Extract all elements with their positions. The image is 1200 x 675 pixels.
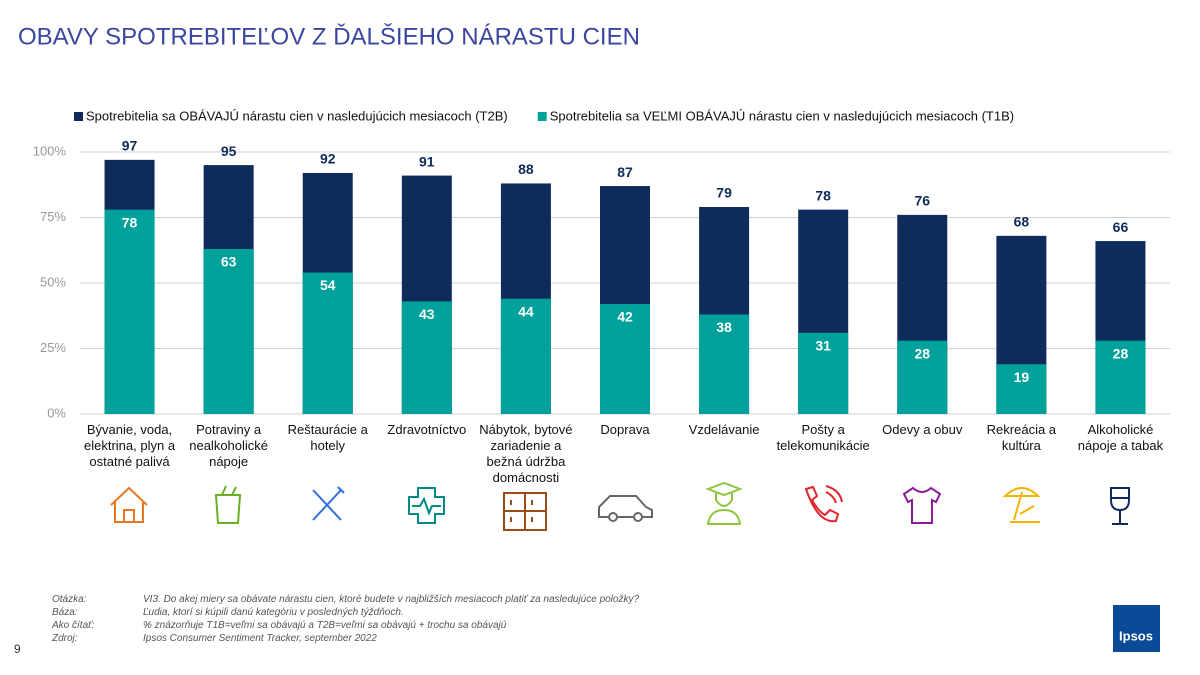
y-tick-label: 100% (33, 143, 67, 158)
icon-health (408, 487, 445, 524)
x-tick-label: Alkoholické nápoje a tabak (1077, 422, 1164, 453)
x-tick-label: Doprava (600, 422, 650, 437)
value-label: 76 (914, 193, 930, 209)
value-label: 91 (419, 153, 435, 169)
value-label: 63 (221, 254, 237, 270)
bar (600, 303, 650, 414)
value-label: 19 (1014, 369, 1030, 385)
icon-car (598, 495, 653, 518)
x-tick-label: Nábytok, bytové zariadenie a bežná údržb… (479, 422, 573, 485)
bar (798, 332, 849, 414)
icon-wine (1110, 487, 1130, 525)
y-tick-label: 0% (47, 405, 66, 420)
footnote-text: VI3. Do akej miery sa obávate nárastu ci… (143, 594, 640, 605)
page-number: 9 (14, 642, 21, 656)
icon-shirt (902, 486, 942, 524)
y-tick-label: 75% (40, 209, 66, 224)
bar (203, 248, 254, 414)
y-tick-label: 25% (40, 340, 66, 355)
x-tick-label: Vzdelávanie (688, 422, 760, 437)
icon-groceries (214, 485, 242, 524)
bar (401, 301, 452, 414)
bar (897, 340, 948, 414)
footnote-text: Ľudia, ktorí si kúpili danú kategóriu v … (143, 607, 404, 618)
value-label: 97 (122, 138, 138, 154)
logo: Ipsos (1119, 628, 1153, 643)
y-tick-label: 50% (40, 274, 66, 289)
bar (699, 314, 750, 414)
chart-title: OBAVY SPOTREBITEĽOV Z ĎALŠIEHO NÁRASTU C… (18, 22, 640, 50)
bar (302, 272, 353, 414)
icon-beach (1002, 487, 1041, 523)
legend-label: Spotrebitelia sa VEĽMI OBÁVAJÚ nárastu c… (550, 108, 1014, 123)
x-tick-label: Potraviny a nealkoholické nápoje (189, 422, 269, 469)
icon-house (110, 486, 148, 523)
value-label: 95 (221, 143, 237, 159)
footnote-label: Zdroj: (52, 633, 78, 644)
icon-furniture (503, 492, 547, 531)
value-label: 44 (518, 303, 534, 319)
footnote-text: Ipsos Consumer Sentiment Tracker, septem… (143, 633, 377, 644)
legend-swatch (74, 112, 83, 121)
logo-box (1113, 605, 1160, 652)
value-label: 28 (914, 345, 930, 361)
bar (996, 364, 1047, 414)
icon-phone (804, 485, 843, 523)
value-label: 31 (815, 337, 831, 353)
bar (1095, 340, 1146, 414)
footnote-label: Báza: (52, 607, 78, 618)
x-tick-label: Zdravotníctvo (387, 422, 467, 437)
value-label: 28 (1113, 345, 1129, 361)
x-tick-label: Bývanie, voda, elektrina, plyn a ostatné… (84, 422, 176, 469)
value-label: 87 (617, 164, 633, 180)
value-label: 88 (518, 161, 534, 177)
bar (104, 209, 155, 414)
value-label: 68 (1014, 214, 1030, 230)
legend-swatch (537, 112, 547, 121)
value-label: 79 (716, 185, 732, 201)
x-tick-label: Odevy a obuv (882, 422, 963, 437)
icon-wheel (633, 512, 643, 522)
value-label: 42 (617, 309, 633, 325)
legend-label: Spotrebitelia sa OBÁVAJÚ nárastu cien v … (86, 108, 508, 123)
footnote-label: Otázka: (52, 594, 87, 605)
value-label: 43 (419, 306, 435, 322)
footnote-label: Ako čítať: (52, 620, 95, 631)
value-label: 66 (1113, 219, 1129, 235)
value-label: 38 (716, 319, 732, 335)
icon-wheel (608, 512, 618, 522)
value-label: 54 (320, 277, 336, 293)
x-tick-label: Pošty a telekomunikácie (776, 422, 870, 453)
value-label: 78 (815, 187, 831, 203)
icons (110, 481, 1130, 531)
x-tick-label: Rekreácia a kultúra (986, 422, 1057, 453)
x-tick-label: Reštaurácie a hotely (287, 422, 368, 453)
value-label: 78 (122, 214, 138, 230)
value-label: 92 (320, 151, 336, 167)
icon-cutlery (312, 486, 345, 521)
footnote-text: % znázorňuje T1B=veľmi sa obávajú a T2B=… (143, 620, 507, 631)
icon-graduate (705, 481, 743, 525)
bar (500, 298, 551, 414)
